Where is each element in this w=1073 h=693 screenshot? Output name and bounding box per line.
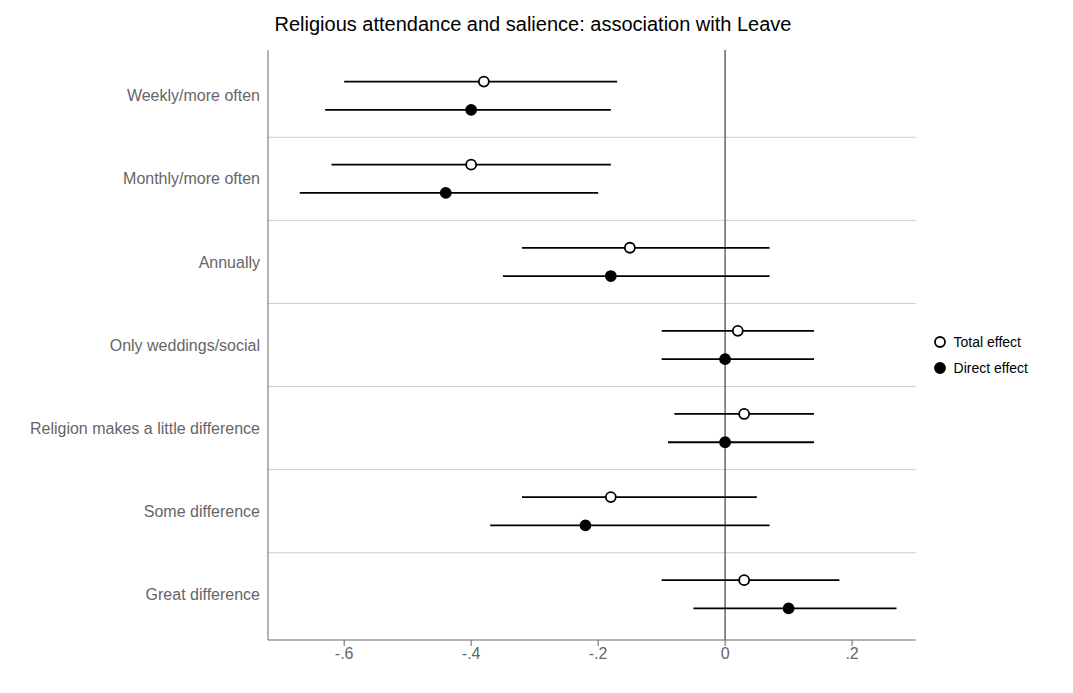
svg-text:Weekly/more often: Weekly/more often: [127, 87, 260, 104]
svg-text:-.2: -.2: [589, 645, 608, 662]
svg-text:Some difference: Some difference: [144, 503, 260, 520]
svg-text:Only weddings/social: Only weddings/social: [110, 337, 260, 354]
html-text:Total effect: Total effect: [953, 334, 1021, 350]
svg-text:Religion makes a little differ: Religion makes a little difference: [30, 420, 260, 437]
svg-text:.2: .2: [845, 645, 858, 662]
svg-text:Monthly/more often: Monthly/more often: [123, 170, 260, 187]
svg-text:0: 0: [721, 645, 730, 662]
html-text:Direct effect: Direct effect: [953, 360, 1028, 376]
html-text:Religious attendance and salie: Religious attendance and salience: assoc…: [274, 13, 792, 35]
svg-text:-.6: -.6: [335, 645, 354, 662]
svg-text:Great difference: Great difference: [146, 586, 261, 603]
svg-text:-.4: -.4: [462, 645, 481, 662]
svg-text:Annually: Annually: [199, 254, 260, 271]
